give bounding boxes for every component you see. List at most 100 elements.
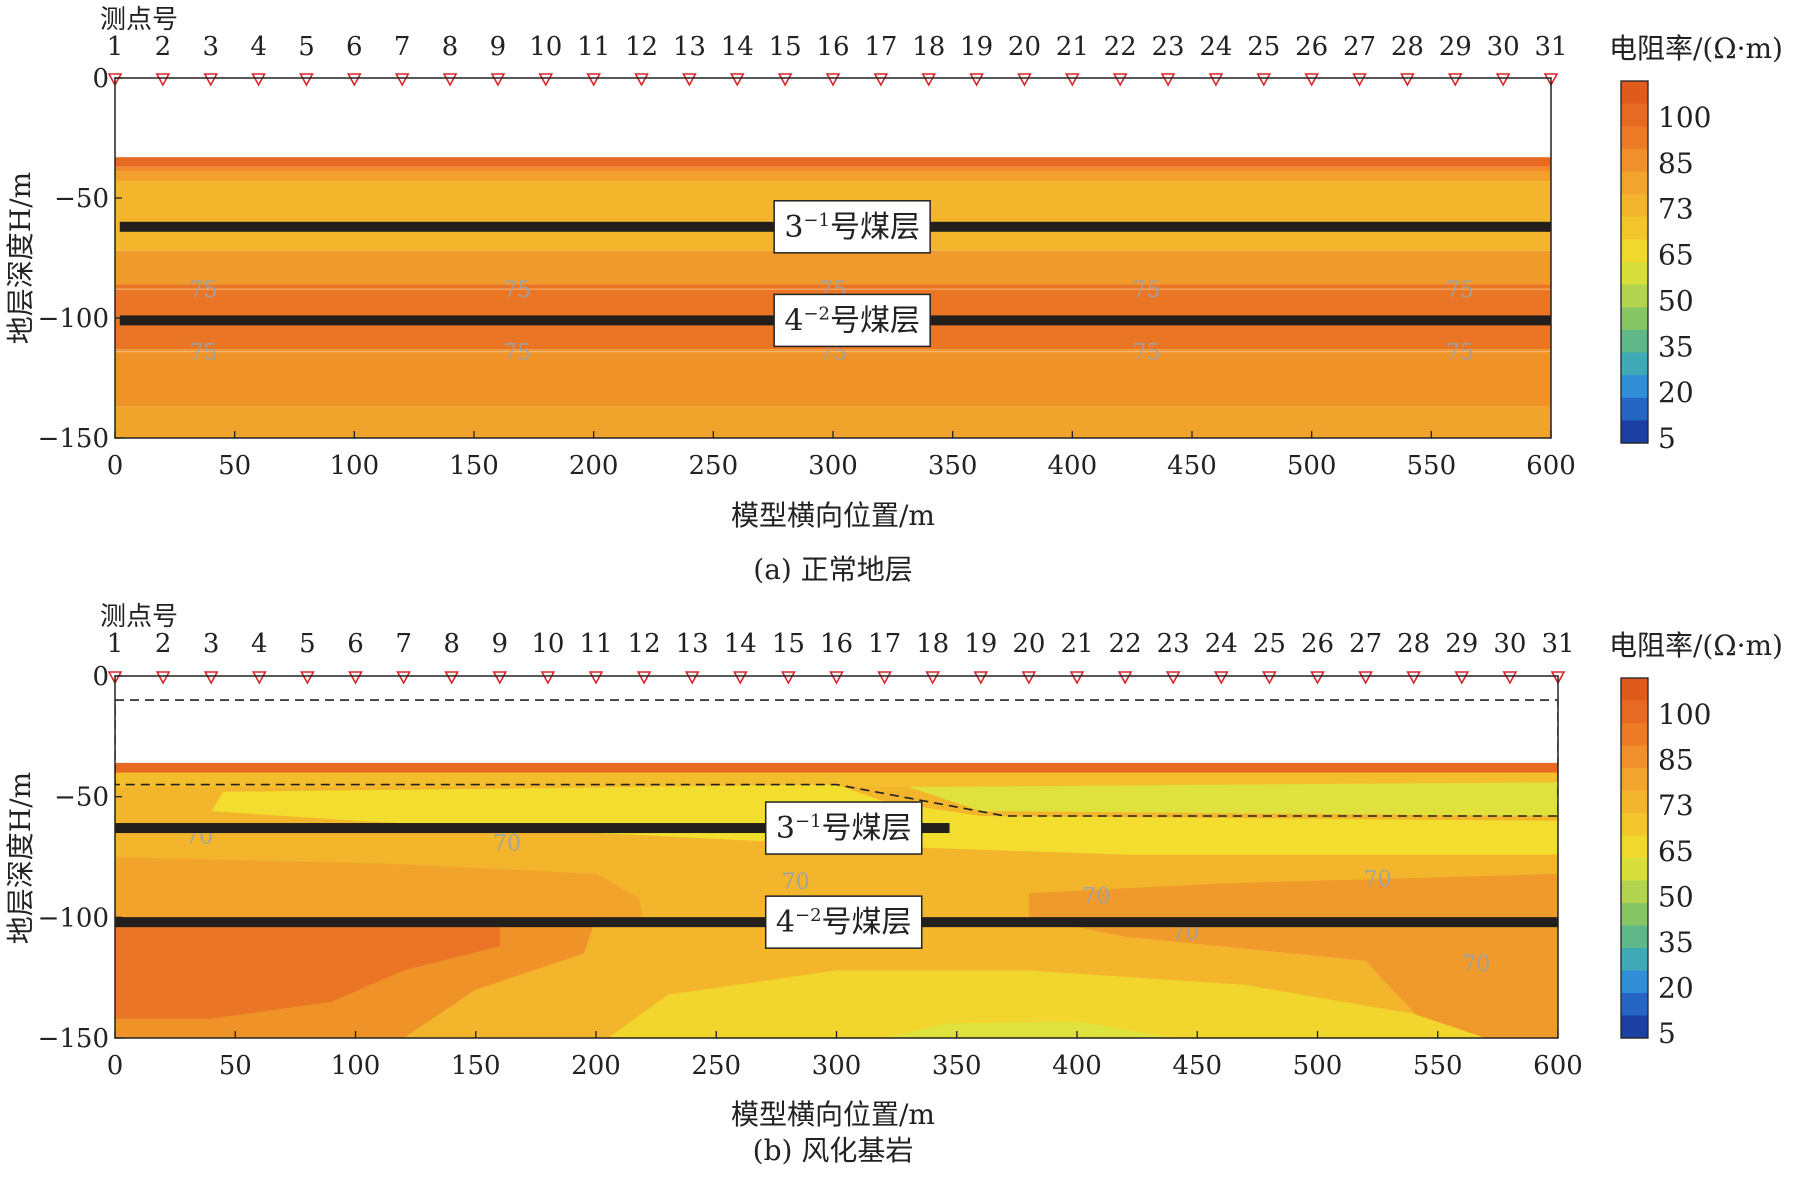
station-marker-icon: [1406, 671, 1422, 685]
colorbar-tick-label: 35: [1658, 330, 1694, 363]
station-marker-icon: [1256, 73, 1272, 87]
colorbar-tick-label: 65: [1658, 835, 1694, 868]
contour-label: 75: [503, 341, 531, 366]
station-number: 16: [820, 629, 853, 659]
colorbar-tick-label: 50: [1658, 284, 1694, 317]
station-marker-icon: [586, 73, 602, 87]
coal-seam-label: 4−2号煤层: [784, 303, 920, 338]
x-tick-label: 300: [812, 1051, 862, 1081]
station-number: 10: [531, 629, 564, 659]
colorbar-tick-label: 65: [1658, 239, 1694, 272]
station-number: 16: [816, 32, 849, 62]
station-number: 24: [1199, 32, 1232, 62]
contour-label: 70: [782, 870, 810, 895]
contour-label: 75: [1133, 278, 1161, 303]
resistivity-layer-1: [115, 166, 1551, 172]
station-number: 24: [1205, 629, 1238, 659]
station-number: 27: [1343, 32, 1376, 62]
coal-seam-label-box: [764, 801, 923, 855]
y-tick-label: −100: [38, 304, 109, 334]
colorbar-segment: [1621, 352, 1648, 376]
colorbar-segment: [1621, 678, 1648, 702]
station-marker-icon: [634, 73, 649, 87]
contour-label: 70: [1462, 952, 1490, 977]
station-number: 21: [1056, 32, 1089, 62]
station-number: 18: [912, 32, 945, 62]
station-number: 26: [1295, 32, 1328, 62]
station-number: 5: [299, 629, 316, 659]
contour-label: 75: [503, 278, 531, 303]
coal-seams-a: 3−1号煤层 4−2号煤层: [119, 200, 1552, 348]
colorbar-segment: [1621, 993, 1648, 1017]
station-number: 31: [1534, 32, 1567, 62]
station-number: 4: [250, 32, 267, 62]
colorbar-tick-label: 85: [1658, 744, 1694, 777]
station-marker-icon: [1021, 671, 1037, 685]
coal-seam-label: 3−1号煤层: [776, 811, 912, 846]
resistivity-layer-0: [115, 157, 1551, 167]
station-marker-icon: [829, 671, 844, 685]
station-marker-icon: [540, 671, 556, 685]
station-marker-icon: [348, 671, 363, 685]
station-number: 17: [864, 32, 897, 62]
y-tick-label: −50: [54, 184, 109, 214]
colorbar-a: 电阻率/(Ω·m) 100 85 73 65 50 35 20 5: [1609, 32, 1783, 455]
colorbar-tick-label: 5: [1658, 1017, 1676, 1050]
colorbar-segment: [1621, 723, 1648, 747]
station-marker-icon: [1262, 671, 1277, 685]
station-marker-icon: [1017, 73, 1032, 87]
resistivity-region-1: [115, 772, 1558, 787]
station-markers-b: 1 2 3 4 5 6 7 8 9 10 11 12 13 14 15 16 17 18 19 20 21 22 23 24 2…: [107, 629, 1575, 685]
colorbar-tick-label: 85: [1658, 147, 1694, 180]
x-tick-label: 500: [1287, 451, 1337, 481]
station-marker-icon: [1447, 73, 1463, 87]
station-number: 28: [1391, 32, 1424, 62]
station-marker-icon: [300, 671, 315, 685]
station-marker-icon: [636, 671, 652, 685]
x-axis-title-a: 模型横向位置/m: [731, 499, 935, 532]
colorbar-segment: [1621, 813, 1648, 837]
station-marker-icon: [1495, 73, 1511, 87]
station-marker-icon: [251, 73, 266, 87]
station-number: 3: [203, 629, 220, 659]
station-number: 18: [916, 629, 949, 659]
colorbar-tick-label: 20: [1658, 376, 1694, 409]
colorbar-tick-label: 100: [1658, 698, 1711, 731]
colorbar-segment: [1621, 239, 1648, 263]
x-tick-label: 300: [808, 451, 858, 481]
x-tick-label: 100: [330, 451, 380, 481]
station-number: 10: [529, 32, 562, 62]
station-number: 3: [202, 32, 219, 62]
station-title-a: 测点号: [100, 5, 178, 35]
station-marker-icon: [396, 671, 411, 685]
colorbar-segment: [1621, 329, 1648, 354]
colorbar-segment: [1621, 903, 1648, 927]
x-tick-label: 550: [1413, 1051, 1463, 1081]
colorbar-segment: [1621, 745, 1648, 769]
y-axis-title-b: 地层深度H/m: [4, 772, 37, 944]
colorbar-segment: [1621, 375, 1648, 399]
colorbar-segment: [1621, 700, 1648, 724]
station-marker-icon: [444, 671, 460, 685]
x-tick-label: 50: [218, 451, 251, 481]
station-number: 27: [1349, 629, 1382, 659]
station-number: 21: [1060, 629, 1093, 659]
y-tick-label: −50: [54, 783, 109, 813]
y-axis-b: 0 −50 −100 −150: [38, 662, 122, 1054]
colorbar-tick-label: 5: [1658, 422, 1676, 455]
contour-label: 75: [1133, 341, 1161, 366]
station-number: 12: [628, 629, 661, 659]
station-number: 12: [625, 32, 658, 62]
x-tick-label: 450: [1167, 451, 1217, 481]
colorbar-segment: [1621, 880, 1648, 904]
station-number: 1: [107, 32, 124, 62]
station-number: 8: [442, 32, 459, 62]
colorbar-segment: [1621, 420, 1648, 444]
station-number: 23: [1152, 32, 1185, 62]
station-marker-icon: [1358, 671, 1373, 685]
coal-seam-label-box: [773, 200, 931, 254]
station-marker-icon: [442, 73, 458, 87]
x-tick-label: 550: [1407, 451, 1457, 481]
